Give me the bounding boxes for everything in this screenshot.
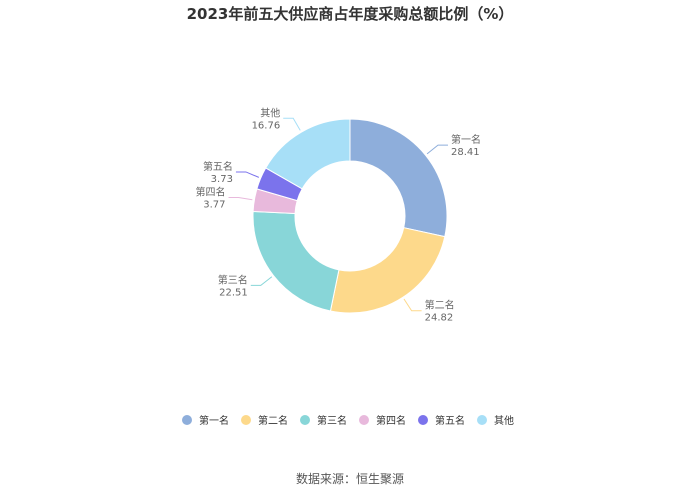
slice-label-name-5: 第五名 [203, 160, 233, 173]
slice-label-value-2: 24.82 [425, 313, 454, 324]
legend-marker-6 [477, 415, 487, 425]
slice-label-name-1: 第一名 [451, 133, 481, 146]
legend-label-5: 第五名 [435, 414, 465, 427]
leader-line-6 [283, 117, 301, 131]
slice-3[interactable] [252, 210, 340, 312]
slice-label-value-1: 28.41 [451, 147, 480, 158]
leader-line-2 [403, 298, 422, 312]
slice-label-value-5: 3.73 [211, 174, 233, 185]
slice-label-name-3: 第三名 [218, 273, 248, 286]
legend-item-4[interactable]: 第四名 [359, 414, 406, 427]
slice-label-value-4: 3.77 [203, 199, 225, 210]
legend-label-6: 其他 [494, 414, 514, 427]
legend-item-3[interactable]: 第三名 [300, 414, 347, 427]
legend-label-4: 第四名 [376, 414, 406, 427]
legend-label-1: 第一名 [199, 414, 229, 427]
slice-label-name-6: 其他 [260, 106, 280, 119]
legend-item-5[interactable]: 第五名 [418, 414, 465, 427]
data-source: 数据来源：恒生聚源 [295, 472, 404, 486]
slice-1[interactable] [349, 118, 448, 238]
legend-item-1[interactable]: 第一名 [182, 414, 229, 427]
chart-title: 2023年前五大供应商占年度采购总额比例（%） [186, 5, 514, 23]
leader-line-1 [426, 144, 448, 155]
legend-label-3: 第三名 [317, 414, 347, 427]
leader-line-3 [250, 276, 273, 286]
slice-label-value-3: 22.51 [219, 287, 248, 298]
legend-label-2: 第二名 [258, 414, 288, 427]
slice-2[interactable] [329, 227, 446, 314]
legend-item-2[interactable]: 第二名 [241, 414, 288, 427]
legend-marker-2 [241, 415, 251, 425]
legend-marker-5 [418, 415, 428, 425]
leader-line-5 [235, 171, 260, 178]
slice-label-value-6: 16.76 [252, 120, 281, 131]
legend-marker-4 [359, 415, 369, 425]
slice-6[interactable] [265, 118, 351, 190]
slice-label-name-4: 第四名 [196, 185, 226, 198]
legend-marker-3 [300, 415, 310, 425]
leader-line-4 [228, 196, 253, 201]
slice-label-name-2: 第二名 [425, 299, 455, 312]
legend-item-6[interactable]: 其他 [477, 414, 514, 427]
legend-marker-1 [182, 415, 192, 425]
